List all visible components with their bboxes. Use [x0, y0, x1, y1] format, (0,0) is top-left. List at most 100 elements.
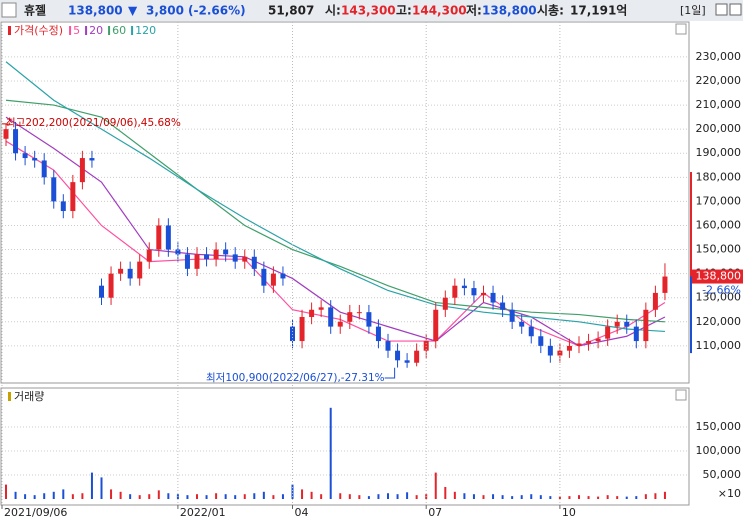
volume-bar	[5, 484, 7, 499]
panel-button[interactable]	[675, 23, 687, 35]
candle-body	[194, 254, 200, 269]
candle-body	[299, 316, 305, 342]
price: 138,800	[68, 4, 123, 18]
candle-body	[614, 321, 620, 327]
low: 138,800	[482, 4, 537, 18]
candle-body	[89, 158, 95, 161]
candle-body	[509, 309, 515, 322]
candle-body	[566, 345, 572, 351]
candle-body	[586, 341, 592, 344]
volume-bar	[406, 492, 409, 499]
volume-bar	[511, 496, 514, 499]
y-tick-label: 110,000	[696, 339, 742, 352]
moving-average	[5, 99, 665, 323]
volume-bar	[501, 495, 504, 499]
candle-body	[490, 292, 496, 303]
candle-body	[137, 261, 143, 279]
volume-bar	[119, 491, 122, 499]
window-button[interactable]	[729, 3, 742, 16]
period[interactable]: [1일]	[680, 3, 706, 17]
candle-body	[461, 285, 467, 289]
volume-bar	[530, 494, 533, 499]
legend-swatch	[69, 26, 72, 35]
x-tick-label: 2021/09/06	[4, 506, 67, 519]
y-tick-label: 50,000	[703, 468, 742, 481]
moving-average	[5, 61, 665, 333]
window-button[interactable]	[715, 3, 728, 16]
legend-swatch	[85, 26, 88, 35]
y-tick-label: 100,000	[696, 444, 742, 457]
candle-body	[232, 254, 238, 262]
candle-body	[385, 341, 391, 351]
legend-label: 거래량	[14, 390, 44, 403]
annotation: 최저100,900(2022/06/27),-27.31%	[206, 372, 385, 384]
candle-body	[528, 326, 534, 337]
legend-label: 20	[89, 24, 103, 37]
volume-bar	[167, 493, 170, 499]
volume-bar	[654, 493, 657, 499]
volume-bar	[329, 407, 332, 499]
candle-body	[204, 254, 210, 260]
candle-body	[442, 297, 448, 310]
candle-body	[175, 249, 181, 255]
high: 144,300	[412, 4, 467, 18]
candle-body	[309, 309, 315, 317]
candle-body	[471, 288, 477, 296]
legend-swatch	[8, 392, 11, 401]
x-tick-label: 10	[562, 506, 576, 519]
volume-bar	[434, 472, 437, 499]
candle-body	[356, 312, 362, 314]
candle-body	[290, 326, 295, 342]
moving-average	[5, 140, 666, 347]
candle-body	[347, 312, 353, 322]
volume: 51,807	[268, 4, 314, 18]
y-tick-label: 230,000	[696, 50, 742, 63]
volume-bar	[14, 491, 17, 499]
candle-body	[251, 256, 257, 269]
volume-bar	[587, 496, 590, 499]
plot-layer: 110,000120,000130,000140,000150,000160,0…	[1, 22, 743, 519]
volume-bar	[224, 494, 227, 499]
volume-bar	[310, 491, 313, 499]
volume-bar	[339, 493, 342, 499]
volume-bar	[453, 491, 456, 499]
volume-bar	[281, 494, 284, 499]
volume-bar	[215, 493, 218, 499]
volume-bar	[52, 491, 55, 499]
stock-name: 휴젤	[24, 3, 46, 18]
legend-swatch	[131, 26, 134, 35]
candle-body	[366, 312, 372, 327]
volume-bar	[205, 495, 208, 499]
candle-body	[337, 321, 343, 327]
candle-body	[643, 309, 649, 342]
volume-bar	[387, 493, 389, 499]
volume-bar	[186, 495, 189, 499]
candle-body	[165, 225, 171, 250]
annotation-pointer	[2, 123, 9, 126]
candle-body	[481, 292, 486, 296]
volume-bar	[558, 496, 561, 499]
volume-bar	[578, 495, 580, 499]
icon[interactable]	[1, 2, 17, 18]
candle-body	[519, 321, 525, 327]
candle-body	[452, 285, 458, 298]
candle-body	[13, 129, 19, 154]
volume-bar	[110, 489, 113, 499]
candle-body	[624, 321, 630, 327]
volume-bar	[291, 484, 294, 499]
header-bar	[0, 0, 743, 21]
candle-body	[156, 225, 162, 250]
volume-bar	[148, 494, 151, 499]
candle-body	[108, 273, 114, 298]
candle-body	[146, 249, 152, 262]
candle-body	[22, 153, 28, 159]
candle-body	[242, 256, 248, 262]
legend-label: 5	[73, 24, 80, 37]
candle-body	[51, 177, 57, 202]
y-tick-label: 200,000	[696, 122, 742, 135]
panel-button[interactable]	[675, 389, 687, 401]
volume-bar	[492, 494, 495, 499]
volume-bar	[597, 496, 600, 499]
volume-bar	[348, 494, 351, 499]
